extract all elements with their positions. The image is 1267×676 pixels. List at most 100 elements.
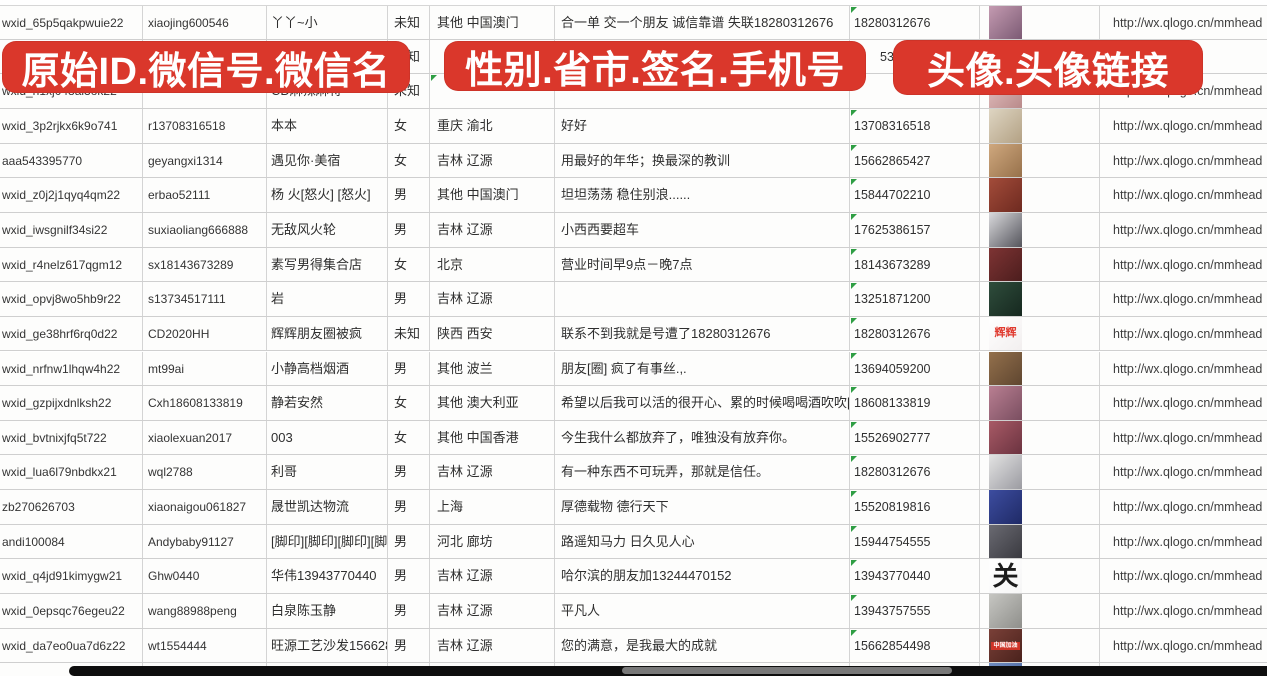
cell-avatar[interactable] bbox=[980, 282, 1100, 316]
cell-gender[interactable]: 男 bbox=[388, 524, 430, 559]
cell-gender[interactable]: 未知 bbox=[388, 316, 430, 351]
cell-region[interactable]: 吉林 辽源 bbox=[430, 559, 555, 594]
cell-wechat-id[interactable]: erbao52111 bbox=[143, 178, 267, 212]
cell-avatar-link[interactable]: http://wx.qlogo.cn/mmhead bbox=[1100, 282, 1267, 316]
cell-wechat-id[interactable]: CD2020HH bbox=[143, 316, 267, 351]
avatar-image[interactable] bbox=[989, 490, 1022, 524]
cell-avatar[interactable] bbox=[980, 594, 1100, 628]
cell-wechat-id[interactable]: s13734517111 bbox=[143, 282, 267, 316]
avatar-image[interactable] bbox=[989, 420, 1022, 455]
cell-wechat-id[interactable]: sx18143673289 bbox=[143, 247, 267, 282]
cell-signature[interactable] bbox=[555, 74, 850, 108]
cell-region[interactable] bbox=[430, 74, 555, 108]
cell-avatar-link[interactable]: http://wx.qlogo.cn/mmhead bbox=[1100, 248, 1267, 282]
cell-wechat-id[interactable]: xiaonaigou061827 bbox=[143, 490, 267, 524]
cell-wechat-name[interactable]: 岩 bbox=[267, 282, 388, 316]
cell-wechat-name[interactable]: 本本 bbox=[267, 108, 388, 143]
horizontal-scrollbar-thumb[interactable] bbox=[622, 667, 952, 674]
cell-phone[interactable]: 15844702210 bbox=[850, 178, 980, 212]
avatar-image[interactable]: 中国加油 bbox=[989, 628, 1022, 663]
cell-phone[interactable]: 13694059200 bbox=[850, 351, 980, 386]
cell-avatar-link[interactable]: http://wx.qlogo.cn/mmhead bbox=[1100, 629, 1267, 663]
cell-gender[interactable]: 男 bbox=[388, 178, 430, 212]
cell-avatar[interactable] bbox=[980, 351, 1100, 386]
cell-signature[interactable]: 您的满意，是我最大的成就 bbox=[555, 628, 850, 663]
cell-region[interactable]: 吉林 辽源 bbox=[430, 212, 555, 247]
cell-wechat-id[interactable]: Andybaby91127 bbox=[143, 524, 267, 559]
cell-wechat-name[interactable]: 无敌风火轮 bbox=[267, 212, 388, 247]
avatar-image[interactable] bbox=[989, 594, 1022, 628]
cell-avatar-link[interactable]: http://wx.qlogo.cn/mmhead bbox=[1100, 386, 1267, 420]
cell-original-id[interactable]: wxid_0epsqc76egeu22 bbox=[0, 594, 143, 628]
cell-signature[interactable]: 小西西要超车 bbox=[555, 212, 850, 247]
cell-original-id[interactable]: wxid_da7eo0ua7d6z22 bbox=[0, 628, 143, 663]
cell-original-id[interactable]: wxid_q4jd91kimygw21 bbox=[0, 559, 143, 594]
cell-gender[interactable]: 男 bbox=[388, 490, 430, 524]
avatar-image[interactable] bbox=[989, 247, 1022, 282]
cell-avatar[interactable] bbox=[980, 490, 1100, 524]
cell-signature[interactable]: 好好 bbox=[555, 108, 850, 143]
cell-avatar-link[interactable]: http://wx.qlogo.cn/mmhead bbox=[1100, 594, 1267, 628]
cell-gender[interactable]: 男 bbox=[388, 559, 430, 594]
cell-avatar-link[interactable]: http://wx.qlogo.cn/mmhead bbox=[1100, 352, 1267, 386]
cell-phone[interactable]: 18280312676 bbox=[850, 6, 980, 39]
cell-avatar[interactable]: 辉辉 bbox=[980, 316, 1100, 351]
cell-region[interactable]: 其他 中国香港 bbox=[430, 420, 555, 455]
cell-gender[interactable]: 男 bbox=[388, 282, 430, 316]
cell-signature[interactable]: 坦坦荡荡 稳住别浪...... bbox=[555, 178, 850, 212]
cell-phone[interactable]: 13943757555 bbox=[850, 594, 980, 628]
cell-avatar-link[interactable]: http://wx.qlogo.cn/mmhead bbox=[1100, 421, 1267, 455]
cell-signature[interactable]: 今生我什么都放弃了，唯独没有放弃你。 bbox=[555, 420, 850, 455]
cell-wechat-name[interactable]: 华伟13943770440 bbox=[267, 559, 388, 594]
cell-original-id[interactable]: wxid_bvtnixjfq5t722 bbox=[0, 420, 143, 455]
cell-wechat-name[interactable]: 晟世凯达物流 bbox=[267, 490, 388, 524]
cell-wechat-id[interactable]: Ghw0440 bbox=[143, 559, 267, 594]
cell-gender[interactable]: 女 bbox=[388, 247, 430, 282]
cell-signature[interactable]: 朋友[圈] 疯了有事丝.,. bbox=[555, 351, 850, 386]
cell-wechat-name[interactable]: 素写男得集合店 bbox=[267, 247, 388, 282]
cell-region[interactable]: 其他 中国澳门 bbox=[430, 178, 555, 212]
cell-gender[interactable]: 男 bbox=[388, 594, 430, 628]
cell-avatar[interactable]: 中国加油 bbox=[980, 628, 1100, 663]
cell-region[interactable]: 陕西 西安 bbox=[430, 316, 555, 351]
cell-phone[interactable]: 15526902777 bbox=[850, 420, 980, 455]
cell-wechat-id[interactable]: wt1554444 bbox=[143, 628, 267, 663]
avatar-image[interactable] bbox=[989, 212, 1022, 247]
cell-original-id[interactable]: wxid_nrfnw1lhqw4h22 bbox=[0, 351, 143, 386]
cell-region[interactable]: 其他 中国澳门 bbox=[430, 6, 555, 39]
avatar-image[interactable]: 关 bbox=[989, 559, 1022, 594]
cell-gender[interactable]: 男 bbox=[388, 212, 430, 247]
cell-phone[interactable]: 15662865427 bbox=[850, 143, 980, 178]
cell-original-id[interactable]: aaa543395770 bbox=[0, 143, 143, 178]
cell-region[interactable]: 吉林 辽源 bbox=[430, 455, 555, 490]
cell-signature[interactable]: 用最好的年华；换最深的教训 bbox=[555, 143, 850, 178]
cell-gender[interactable]: 男 bbox=[388, 628, 430, 663]
cell-original-id[interactable]: zb270626703 bbox=[0, 490, 143, 524]
cell-wechat-name[interactable]: 辉辉朋友圈被疯 bbox=[267, 316, 388, 351]
cell-region[interactable]: 吉林 辽源 bbox=[430, 282, 555, 316]
cell-wechat-id[interactable]: geyangxi1314 bbox=[143, 143, 267, 178]
avatar-image[interactable]: 辉辉 bbox=[989, 316, 1022, 351]
cell-phone[interactable]: 15662854498 bbox=[850, 628, 980, 663]
cell-signature[interactable]: 厚德载物 德行天下 bbox=[555, 490, 850, 524]
cell-avatar-link[interactable]: http://wx.qlogo.cn/mmhead bbox=[1100, 525, 1267, 559]
avatar-image[interactable] bbox=[989, 386, 1022, 420]
cell-avatar-link[interactable]: http://wx.qlogo.cn/mmhead bbox=[1100, 455, 1267, 489]
cell-avatar[interactable] bbox=[980, 386, 1100, 420]
cell-avatar[interactable] bbox=[980, 247, 1100, 282]
cell-original-id[interactable]: wxid_65p5qakpwuie22 bbox=[0, 6, 143, 39]
avatar-image[interactable] bbox=[989, 6, 1022, 39]
cell-avatar[interactable] bbox=[980, 455, 1100, 490]
cell-avatar[interactable] bbox=[980, 420, 1100, 455]
cell-signature[interactable]: 合一单 交一个朋友 诚信靠谱 失联18280312676 bbox=[555, 6, 850, 39]
cell-gender[interactable]: 女 bbox=[388, 420, 430, 455]
cell-signature[interactable] bbox=[555, 282, 850, 316]
avatar-image[interactable] bbox=[989, 282, 1022, 316]
cell-original-id[interactable]: andi100084 bbox=[0, 524, 143, 559]
cell-wechat-name[interactable]: 遇见你·美宿 bbox=[267, 143, 388, 178]
cell-original-id[interactable]: wxid_ge38hrf6rq0d22 bbox=[0, 316, 143, 351]
cell-region[interactable]: 河北 廊坊 bbox=[430, 524, 555, 559]
cell-region[interactable]: 上海 bbox=[430, 490, 555, 524]
cell-region[interactable]: 吉林 辽源 bbox=[430, 594, 555, 628]
cell-region[interactable]: 吉林 辽源 bbox=[430, 143, 555, 178]
